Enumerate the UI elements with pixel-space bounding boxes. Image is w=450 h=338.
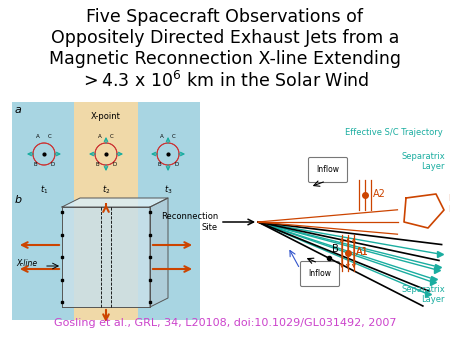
Polygon shape	[150, 198, 168, 307]
Text: Oppositely Directed Exhaust Jets from a: Oppositely Directed Exhaust Jets from a	[51, 29, 399, 47]
Text: Reconnection
Site: Reconnection Site	[161, 212, 218, 232]
Text: Inflow: Inflow	[309, 269, 332, 279]
FancyBboxPatch shape	[301, 262, 339, 287]
Text: Separatrix
Layer: Separatrix Layer	[401, 285, 445, 305]
Bar	[12, 102, 74, 320]
Text: D: D	[51, 162, 55, 167]
Text: D: D	[175, 162, 179, 167]
Text: B: B	[33, 162, 37, 167]
Text: D: D	[113, 162, 117, 167]
Text: A1: A1	[356, 247, 369, 257]
Text: C: C	[48, 134, 52, 139]
Text: Five Spacecraft Observations of: Five Spacecraft Observations of	[86, 8, 364, 26]
Text: A: A	[98, 134, 102, 139]
Text: Effective S/C Trajectory: Effective S/C Trajectory	[345, 128, 443, 137]
Text: A1: A1	[356, 247, 369, 257]
Text: $t_3$: $t_3$	[164, 184, 172, 196]
Text: b: b	[15, 195, 22, 205]
Text: $t_1$: $t_1$	[40, 184, 48, 196]
Bar	[138, 102, 200, 320]
Polygon shape	[62, 207, 150, 307]
Text: B: B	[95, 162, 99, 167]
Text: X-point: X-point	[91, 112, 121, 121]
Text: Reconnection
Exhaust: Reconnection Exhaust	[448, 194, 450, 214]
Text: X-line: X-line	[16, 260, 37, 268]
Bar	[74, 102, 138, 320]
Text: > 4.3 x 106 km in the Solar Wind: > 4.3 x 106 km in the Solar Wind	[81, 71, 369, 89]
FancyBboxPatch shape	[309, 158, 347, 183]
Text: A: A	[36, 134, 40, 139]
Polygon shape	[62, 198, 168, 207]
Text: C: C	[110, 134, 114, 139]
Text: B: B	[157, 162, 161, 167]
Text: Magnetic Reconnection X-line Extending: Magnetic Reconnection X-line Extending	[49, 50, 401, 68]
Text: A2: A2	[373, 189, 386, 199]
Text: B: B	[332, 244, 339, 254]
Text: Gosling et al., GRL, 34, L20108, doi:10.1029/GL031492, 2007: Gosling et al., GRL, 34, L20108, doi:10.…	[54, 318, 396, 328]
Text: C: C	[172, 134, 176, 139]
Text: Inflow: Inflow	[316, 166, 339, 174]
Text: A: A	[160, 134, 164, 139]
Text: a: a	[15, 105, 22, 115]
Text: $t_2$: $t_2$	[102, 184, 110, 196]
Text: $\mathregular{> 4.3\ x\ 10^6\ km\ in\ the\ Solar\ Wind}$: $\mathregular{> 4.3\ x\ 10^6\ km\ in\ th…	[80, 71, 370, 91]
Text: Separatrix
Layer: Separatrix Layer	[401, 152, 445, 171]
